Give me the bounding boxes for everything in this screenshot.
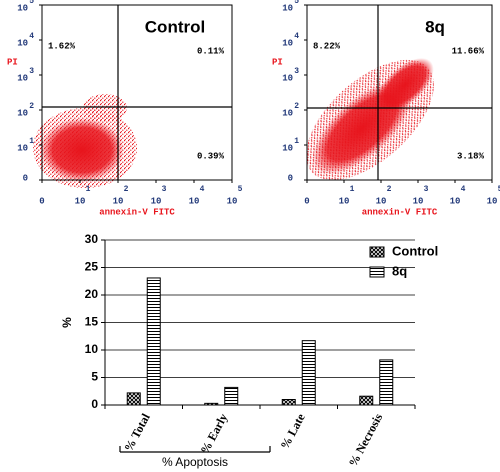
legend-label: 8q (392, 263, 407, 278)
x-axis-label: annexin-V FITC (362, 207, 438, 217)
x-tick-exponent: 3 (162, 185, 167, 194)
quadrant-label: 3.18% (457, 151, 485, 161)
y-axis-label: % (60, 317, 74, 328)
x-tick-exponent: 3 (424, 185, 429, 194)
plot-frame (41, 4, 233, 181)
x-tick-label: 10 (487, 196, 498, 206)
y-tick-label: 25 (85, 260, 99, 274)
plot-title: Control (145, 17, 205, 36)
y-tick-exponent: 2 (29, 102, 34, 111)
bar (359, 395, 374, 406)
x-tick-label: % Early (197, 411, 230, 456)
y-tick-exponent: 5 (294, 0, 299, 6)
x-tick-label: 10 (151, 196, 162, 206)
y-tick-label: 10 (282, 108, 293, 118)
quadrant-label: 0.39% (197, 151, 225, 161)
y-tick-label: 10 (282, 143, 293, 153)
y-tick-exponent: 3 (294, 67, 299, 76)
legend-swatch (369, 266, 385, 278)
quadrant-label: 11.66% (452, 46, 485, 56)
y-tick-label: 10 (17, 143, 28, 153)
y-tick-exponent: 2 (294, 102, 299, 111)
x-tick-exponent: 2 (387, 185, 392, 194)
x-tick-label: 10 (450, 196, 461, 206)
y-tick-exponent: 3 (29, 67, 34, 76)
y-tick-label: 10 (282, 3, 293, 13)
legend-label: Control (392, 243, 438, 258)
x-tick-exponent: 2 (124, 185, 129, 194)
y-tick-label: 20 (85, 287, 99, 301)
y-tick-label: 10 (85, 342, 99, 356)
quadrant-label: 1.62% (48, 41, 76, 51)
y-tick-label: 10 (282, 38, 293, 48)
y-tick-label: 15 (85, 315, 99, 329)
y-tick-label: 0 (288, 173, 293, 183)
x-tick-exponent: 4 (461, 185, 466, 194)
bar (379, 359, 394, 406)
y-axis-label: PI (272, 57, 283, 67)
y-tick-exponent: 1 (294, 137, 299, 146)
x-tick-label: 10 (413, 196, 424, 206)
event-cloud (306, 58, 434, 181)
bar (281, 399, 296, 406)
bar (301, 340, 316, 406)
y-tick-exponent: 1 (29, 137, 34, 146)
x-tick-exponent: 4 (200, 185, 205, 194)
legend-swatch (369, 246, 385, 258)
bracket-label: % Apoptosis (162, 455, 228, 469)
plot-frame (306, 4, 493, 181)
y-tick-label: 0 (23, 173, 28, 183)
quadrant-label: 8.22% (313, 41, 341, 51)
x-tick-label: 0 (304, 196, 309, 206)
x-tick-label: 10 (339, 196, 350, 206)
x-tick-label: 10 (376, 196, 387, 206)
x-tick-label: 0 (39, 196, 44, 206)
quadrant-label: 0.11% (197, 46, 225, 56)
apoptosis-bracket (119, 446, 271, 453)
y-tick-exponent: 4 (294, 32, 299, 41)
y-tick-label: 10 (17, 38, 28, 48)
x-tick-label: 10 (75, 196, 86, 206)
x-tick-exponent: 1 (350, 185, 355, 194)
y-tick-exponent: 5 (29, 0, 34, 6)
y-tick-label: 30 (85, 232, 99, 246)
plot-title: 8q (425, 17, 445, 36)
y-tick-label: 10 (17, 73, 28, 83)
x-tick-label: 10 (189, 196, 200, 206)
x-tick-label: % Total (121, 411, 153, 454)
y-axis-label: PI (7, 57, 18, 67)
x-tick-label: % Late (277, 411, 308, 452)
bar (224, 386, 239, 406)
bar (126, 392, 141, 406)
x-tick-label: 10 (227, 196, 238, 206)
x-tick-exponent: 1 (86, 185, 91, 194)
x-tick-exponent: 5 (498, 185, 500, 194)
event-cloud (33, 94, 137, 188)
x-axis-label: annexin-V FITC (99, 207, 175, 217)
y-tick-label: 10 (17, 108, 28, 118)
x-tick-label: % Necrosis (346, 411, 386, 469)
y-tick-label: 5 (91, 370, 98, 384)
y-tick-label: 10 (282, 73, 293, 83)
x-tick-label: 10 (113, 196, 124, 206)
y-tick-label: 10 (17, 3, 28, 13)
x-tick-exponent: 5 (238, 185, 243, 194)
y-tick-exponent: 4 (29, 32, 34, 41)
bar (146, 277, 161, 406)
y-tick-label: 0 (91, 397, 98, 411)
